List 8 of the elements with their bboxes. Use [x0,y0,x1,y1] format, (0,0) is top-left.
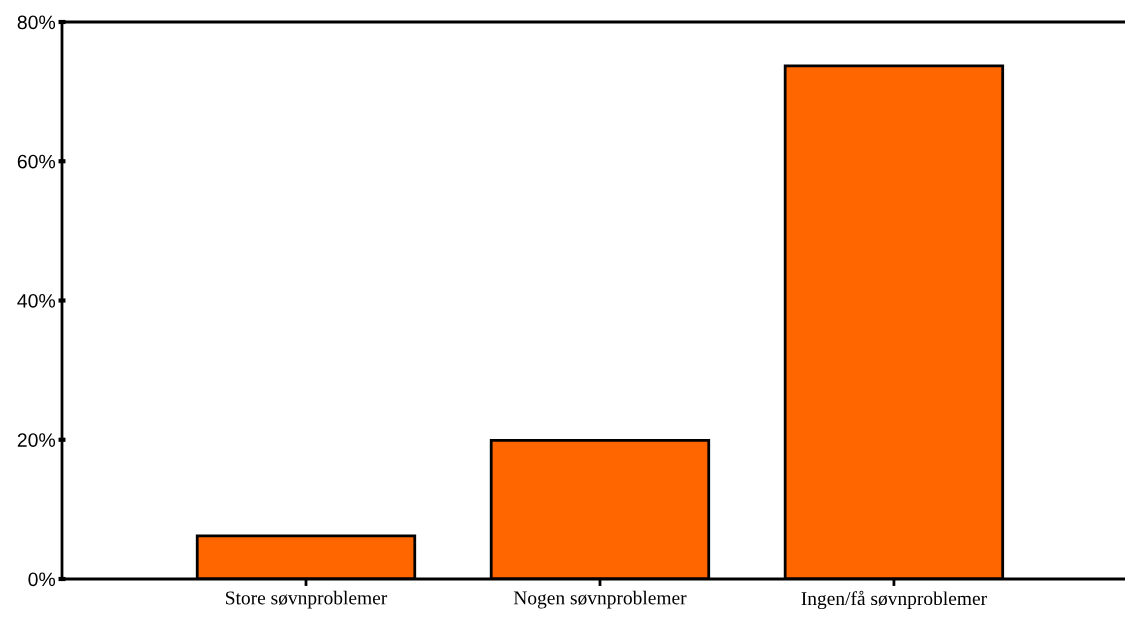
y-tick-label: 20% [17,433,56,447]
y-tick-label: 60% [17,154,56,169]
y-tick-label: 80% [17,15,56,30]
x-tick-label: Store søvnproblemer [226,590,388,609]
y-tick-label: 0% [28,572,56,587]
x-tick-label: Ingen/få søvnproblemer [801,590,987,610]
x-tick-label: Nogen søvnproblemer [513,590,687,609]
y-tick-label: 40% [17,293,56,308]
